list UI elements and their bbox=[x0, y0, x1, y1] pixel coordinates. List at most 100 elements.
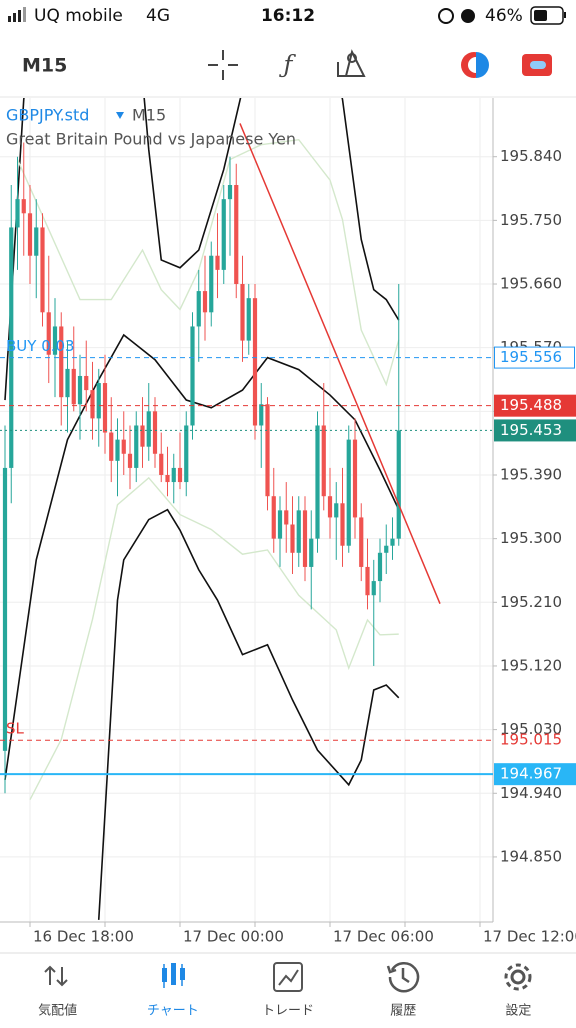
indicator-line bbox=[29, 476, 399, 800]
candle-body bbox=[127, 453, 133, 468]
price-label-box bbox=[494, 346, 575, 369]
candle-body bbox=[234, 184, 239, 285]
chart-timeframe: M15 bbox=[132, 106, 166, 125]
indicator-line bbox=[97, 508, 400, 920]
plot bbox=[2, 98, 441, 920]
y-tick-label: 195.840 bbox=[500, 147, 562, 165]
timeframe-button[interactable]: M15 bbox=[22, 55, 67, 77]
tab-label[interactable]: 履歴 bbox=[390, 1004, 416, 1019]
x-tick-label: 16 Dec 18:00 bbox=[33, 928, 134, 946]
candle-body bbox=[271, 496, 276, 539]
chart: 16 Dec 18:00 17 Dec 00:00 17 Dec 06:00 17 D… bbox=[0, 98, 576, 946]
x-tick-label: 17 Dec 06:00 bbox=[333, 928, 434, 946]
indicator-icon[interactable]: ƒ bbox=[279, 51, 297, 79]
trade-icon[interactable] bbox=[461, 52, 489, 78]
candle-body bbox=[377, 552, 383, 582]
candle-body bbox=[277, 510, 283, 539]
candle-body bbox=[115, 439, 120, 461]
candle-body bbox=[152, 411, 158, 454]
candle-body bbox=[384, 545, 389, 553]
candle-body bbox=[46, 312, 51, 355]
price-label: 195.015 bbox=[500, 731, 562, 749]
tab-bar: 気配値 チャート トレード 履歴 設定 bbox=[0, 952, 576, 1019]
candle-body bbox=[140, 425, 145, 447]
candle-body bbox=[359, 517, 364, 567]
candle-body bbox=[159, 453, 164, 475]
trend-line bbox=[239, 123, 441, 605]
candle-body bbox=[346, 439, 351, 546]
candle-body bbox=[284, 510, 289, 525]
candle-body bbox=[15, 199, 20, 228]
candle-body bbox=[340, 503, 345, 546]
candle-body bbox=[146, 411, 151, 447]
battery-level: 46% bbox=[485, 6, 523, 26]
candle-body bbox=[246, 298, 251, 341]
candle-body bbox=[302, 510, 308, 567]
candle-body bbox=[134, 425, 139, 468]
tab-label[interactable]: 設定 bbox=[505, 1003, 531, 1019]
y-tick-label: 195.300 bbox=[500, 529, 562, 547]
candle-body bbox=[309, 538, 314, 567]
tab-label[interactable]: トレード bbox=[262, 1004, 314, 1019]
price-label-box bbox=[494, 763, 576, 786]
price-label: 195.453 bbox=[500, 421, 562, 439]
candle-body bbox=[396, 430, 401, 539]
y-tick-label: 195.030 bbox=[500, 720, 562, 738]
crosshair-icon[interactable] bbox=[208, 50, 238, 80]
candle-body bbox=[2, 467, 8, 751]
candle-body bbox=[77, 375, 83, 405]
candle-body bbox=[240, 284, 245, 341]
candle-body bbox=[121, 439, 126, 454]
indicator-line bbox=[4, 333, 400, 780]
candle-body bbox=[321, 425, 326, 497]
objects-icon[interactable] bbox=[337, 49, 366, 77]
price-line-label: SL bbox=[6, 720, 25, 738]
y-tick-label: 195.390 bbox=[500, 465, 562, 483]
candle-body bbox=[184, 425, 189, 483]
candle-body bbox=[84, 375, 89, 391]
tab-label[interactable]: 気配値 bbox=[38, 1003, 77, 1019]
candle-body bbox=[52, 326, 58, 355]
candle-body bbox=[352, 439, 358, 518]
candle-body bbox=[165, 474, 170, 483]
candle-body bbox=[365, 566, 370, 596]
candle-body bbox=[34, 227, 39, 256]
price-line-label: BUY 0.03 bbox=[6, 337, 75, 355]
candle-body bbox=[390, 538, 395, 546]
candle-body bbox=[102, 383, 108, 433]
symbol[interactable]: GBPJPY.std bbox=[6, 106, 89, 125]
toolbar: M15 ƒ bbox=[22, 49, 552, 80]
candle-body bbox=[27, 213, 33, 256]
x-tick-label: 17 Dec 12:00 bbox=[483, 928, 576, 946]
symbol-dropdown[interactable] bbox=[116, 112, 124, 119]
x-tick-label: 17 Dec 00:00 bbox=[183, 928, 284, 946]
y-tick-label: 194.940 bbox=[500, 784, 562, 802]
candle-body bbox=[227, 184, 233, 200]
symbol-description: Great Britain Pound vs Japanese Yen bbox=[6, 130, 296, 149]
candle-body bbox=[202, 291, 208, 313]
candle-body bbox=[334, 503, 339, 518]
candle-body bbox=[290, 524, 295, 553]
candle-body bbox=[21, 199, 26, 214]
candle-body bbox=[177, 467, 183, 483]
status-bar: UQ mobile 4G 16:12 46% bbox=[8, 6, 566, 26]
candle-body bbox=[259, 404, 264, 426]
candle-body bbox=[96, 383, 101, 419]
y-tick-label: 195.120 bbox=[500, 656, 562, 674]
candle-body bbox=[265, 404, 270, 497]
candle-body bbox=[90, 390, 95, 419]
price-label-box bbox=[494, 419, 576, 442]
candle-body bbox=[40, 227, 45, 313]
tab-label[interactable]: チャート bbox=[147, 1004, 199, 1019]
y-tick-label: 195.660 bbox=[500, 275, 562, 293]
candle-body bbox=[196, 291, 201, 327]
account-icon[interactable] bbox=[522, 54, 552, 76]
candle-body bbox=[371, 581, 376, 596]
candle-body bbox=[252, 298, 258, 426]
candle-body bbox=[215, 255, 220, 270]
candle-body bbox=[59, 326, 64, 398]
price-label-box bbox=[494, 394, 576, 417]
candle-body bbox=[296, 510, 301, 553]
candle-body bbox=[190, 326, 195, 426]
